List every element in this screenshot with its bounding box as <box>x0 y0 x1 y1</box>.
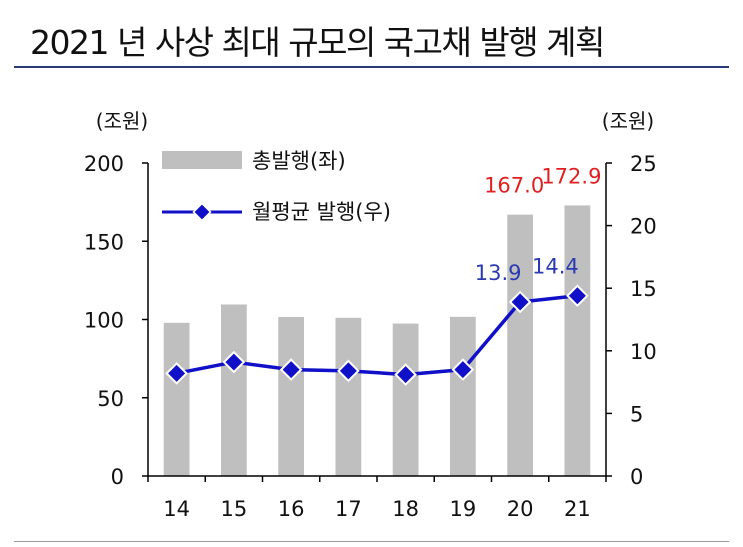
bottom-divider <box>14 541 729 542</box>
bar <box>164 323 190 476</box>
right-axis-unit: (조원) <box>602 109 654 133</box>
bar-data-label: 172.9 <box>541 164 601 188</box>
bar <box>278 317 304 476</box>
x-tick-label: 16 <box>278 497 305 521</box>
right-tick-label: 25 <box>630 152 657 176</box>
right-tick-label: 20 <box>630 215 657 239</box>
x-tick-label: 20 <box>507 497 534 521</box>
left-tick-label: 0 <box>111 465 124 489</box>
bar <box>335 318 361 476</box>
x-tick-label: 18 <box>392 497 419 521</box>
bar <box>507 215 533 476</box>
left-tick-label: 200 <box>84 152 124 176</box>
legend-line-marker <box>194 204 211 221</box>
right-tick-label: 0 <box>630 465 643 489</box>
legend-bar-label: 총발행(좌) <box>252 149 346 173</box>
x-axis: 14 15 16 17 18 19 20 21 <box>148 476 606 521</box>
line-data-label: 13.9 <box>475 261 522 285</box>
x-tick-label: 14 <box>163 497 190 521</box>
bar <box>564 205 590 476</box>
x-tick-label: 15 <box>221 497 248 521</box>
right-tick-label: 15 <box>630 277 657 301</box>
x-tick-label: 19 <box>450 497 477 521</box>
left-tick-label: 150 <box>84 230 124 254</box>
left-axis-unit: (조원) <box>96 109 148 133</box>
bar <box>450 317 476 476</box>
bar-data-label: 167.0 <box>484 174 544 198</box>
bar <box>221 304 247 476</box>
legend: 총발행(좌) 월평균 발행(우) <box>162 149 391 224</box>
left-axis: 0 50 100 150 200 <box>84 152 148 489</box>
x-tick-label: 21 <box>564 497 591 521</box>
x-tick-label: 17 <box>335 497 362 521</box>
legend-bar-swatch <box>162 151 242 169</box>
left-tick-label: 50 <box>97 387 124 411</box>
bar-series <box>164 205 591 476</box>
legend-line-label: 월평균 발행(우) <box>252 200 391 224</box>
bar <box>393 324 419 476</box>
line-data-label: 14.4 <box>532 255 579 279</box>
right-axis: 0 5 10 15 20 25 <box>606 152 657 489</box>
right-tick-label: 5 <box>630 402 643 426</box>
right-tick-label: 10 <box>630 340 657 364</box>
left-tick-label: 100 <box>84 309 124 333</box>
